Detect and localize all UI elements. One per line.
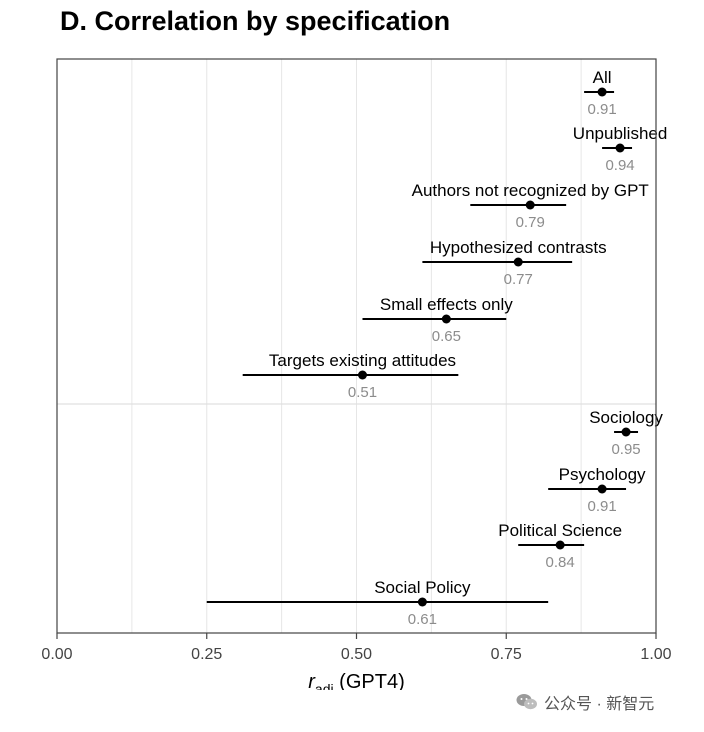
value-label: 0.84 bbox=[546, 554, 575, 571]
estimate-point bbox=[597, 484, 607, 494]
grid-lines bbox=[56, 59, 657, 633]
row-label: Sociology bbox=[589, 408, 663, 427]
estimate-row: Unpublished 0.94 bbox=[573, 124, 668, 174]
estimate-point bbox=[555, 540, 565, 550]
row-label: Social Policy bbox=[374, 578, 471, 597]
value-label: 0.94 bbox=[605, 157, 634, 174]
value-label: 0.51 bbox=[348, 384, 377, 401]
wechat-icon bbox=[516, 694, 537, 710]
row-label: Psychology bbox=[559, 465, 646, 484]
value-label: 0.61 bbox=[408, 611, 437, 628]
estimate-row: Social Policy 0.61 bbox=[206, 578, 549, 628]
estimate-row: Targets existing attitudes 0.51 bbox=[242, 351, 459, 401]
estimate-point bbox=[525, 200, 535, 210]
estimate-point bbox=[615, 143, 625, 153]
estimate-rows: All 0.91 Unpublished 0.94 Authors not recogn… bbox=[206, 68, 668, 628]
estimate-point bbox=[513, 257, 523, 267]
value-label: 0.65 bbox=[432, 328, 461, 345]
row-label: Small effects only bbox=[380, 295, 513, 314]
x-axis: 0.00 0.25 0.50 0.75 1.00 bbox=[41, 633, 672, 663]
value-label: 0.91 bbox=[587, 101, 616, 118]
estimate-row: Small effects only 0.65 bbox=[362, 295, 513, 345]
value-label: 0.91 bbox=[587, 498, 616, 515]
forest-plot: All 0.91 Unpublished 0.94 Authors not recogn… bbox=[41, 58, 672, 690]
estimate-point bbox=[597, 87, 607, 97]
x-axis-label-main: r bbox=[308, 671, 316, 690]
x-tick-label: 0.25 bbox=[191, 646, 222, 663]
watermark: 公众号 · 新智元 bbox=[516, 690, 654, 714]
estimate-row: Authors not recognized by GPT 0.79 bbox=[412, 181, 649, 231]
estimate-row: Sociology 0.95 bbox=[589, 408, 663, 458]
estimate-row: Political Science 0.84 bbox=[498, 521, 622, 571]
chart-title: D. Correlation by specification bbox=[60, 6, 451, 36]
estimate-point bbox=[621, 427, 631, 437]
x-axis-label: radj (GPT4) bbox=[308, 671, 404, 690]
row-label: Unpublished bbox=[573, 124, 668, 143]
row-label: Political Science bbox=[498, 521, 622, 540]
estimate-row: Psychology 0.91 bbox=[548, 465, 646, 515]
row-label: Authors not recognized by GPT bbox=[412, 181, 649, 200]
x-axis-label-sub: adj bbox=[315, 681, 334, 690]
value-label: 0.79 bbox=[516, 214, 545, 231]
estimate-row: Hypothesized contrasts 0.77 bbox=[422, 238, 607, 288]
row-label: All bbox=[593, 68, 612, 87]
row-label: Hypothesized contrasts bbox=[430, 238, 607, 257]
x-tick-label: 0.50 bbox=[341, 646, 372, 663]
value-label: 0.95 bbox=[611, 441, 640, 458]
estimate-point bbox=[441, 314, 451, 324]
x-tick-label: 0.00 bbox=[41, 646, 72, 663]
value-label: 0.77 bbox=[504, 271, 533, 288]
estimate-row: All 0.91 bbox=[584, 68, 617, 118]
x-tick-label: 0.75 bbox=[491, 646, 522, 663]
x-axis-label-suffix: (GPT4) bbox=[334, 671, 405, 690]
watermark-text: 公众号 · 新智元 bbox=[544, 696, 655, 713]
x-tick-label: 1.00 bbox=[640, 646, 671, 663]
row-label: Targets existing attitudes bbox=[269, 351, 456, 370]
estimate-point bbox=[357, 370, 367, 380]
estimate-point bbox=[417, 597, 427, 607]
